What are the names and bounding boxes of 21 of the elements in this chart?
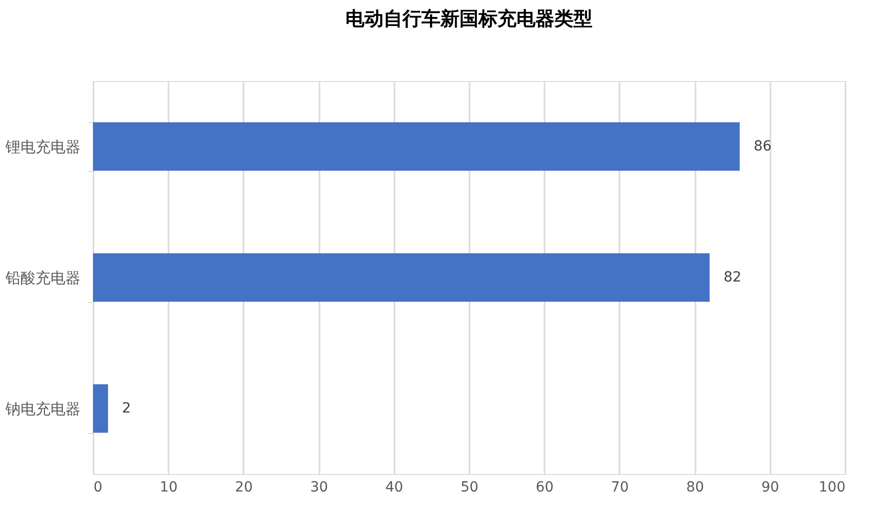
y-tick-label: 铅酸充电器 bbox=[4, 269, 80, 287]
data-label: 2 bbox=[122, 400, 131, 416]
y-tick-label: 锂电充电器 bbox=[4, 138, 80, 156]
x-tick-label: 0 bbox=[94, 480, 102, 496]
x-tick-label: 30 bbox=[310, 480, 328, 496]
x-tick-label: 60 bbox=[536, 480, 554, 496]
x-tick-label: 40 bbox=[385, 480, 404, 496]
data-label: 86 bbox=[754, 138, 772, 154]
x-tick-label: 50 bbox=[460, 480, 478, 496]
x-tick-label: 10 bbox=[160, 480, 178, 496]
bar bbox=[93, 122, 740, 171]
data-label: 82 bbox=[724, 270, 742, 286]
x-tick-label: 20 bbox=[234, 480, 253, 496]
x-tick-label: 80 bbox=[686, 480, 704, 496]
x-tick-label: 70 bbox=[610, 480, 629, 496]
chart-title: 电动自行车新国标充电器类型 bbox=[346, 8, 592, 30]
bar bbox=[93, 253, 710, 302]
x-tick-label: 90 bbox=[761, 480, 780, 496]
y-tick-label: 钠电充电器 bbox=[4, 400, 80, 418]
x-tick-label: 100 bbox=[818, 480, 846, 496]
bar bbox=[93, 384, 108, 433]
